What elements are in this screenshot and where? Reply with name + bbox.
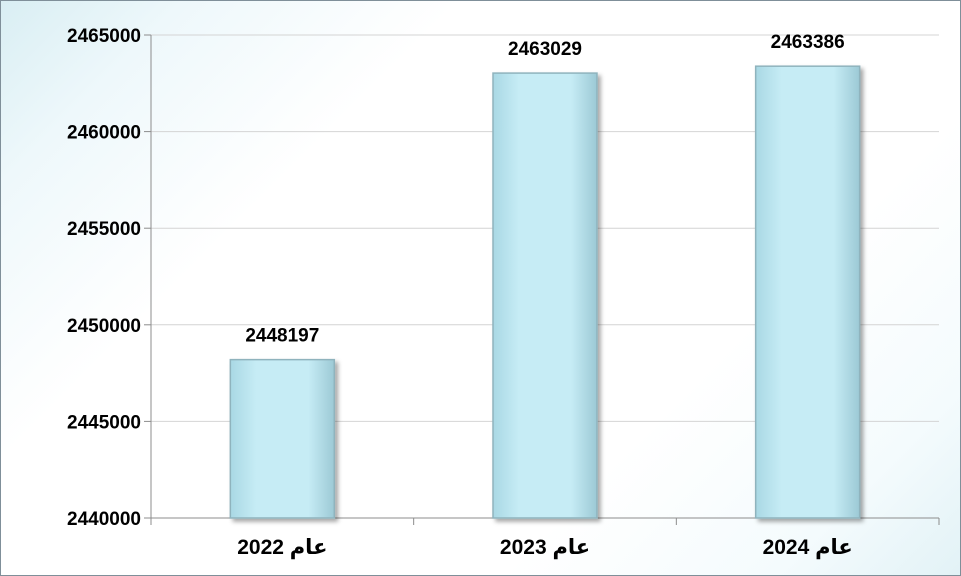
bars [229,65,861,519]
y-tick-label: 2445000 [67,412,141,433]
data-label: 2463386 [771,32,845,53]
x-category-label: عام 2024 [763,536,853,559]
data-label: 2463029 [508,39,582,60]
y-tick-label: 2450000 [67,316,141,337]
bar [754,65,861,519]
bar [229,358,336,519]
y-tick-label: 2465000 [67,26,141,47]
data-label: 2448197 [245,326,319,347]
y-tick-label: 2460000 [67,123,141,144]
bar [492,72,598,519]
x-category-label: عام 2023 [500,536,590,559]
y-tick-label: 2440000 [67,509,141,530]
y-tick-label: 2455000 [67,219,141,240]
x-category-label: عام 2022 [237,536,327,559]
labels: 2440000 2445000 2450000 2455000 2460000 24650… [67,26,853,559]
